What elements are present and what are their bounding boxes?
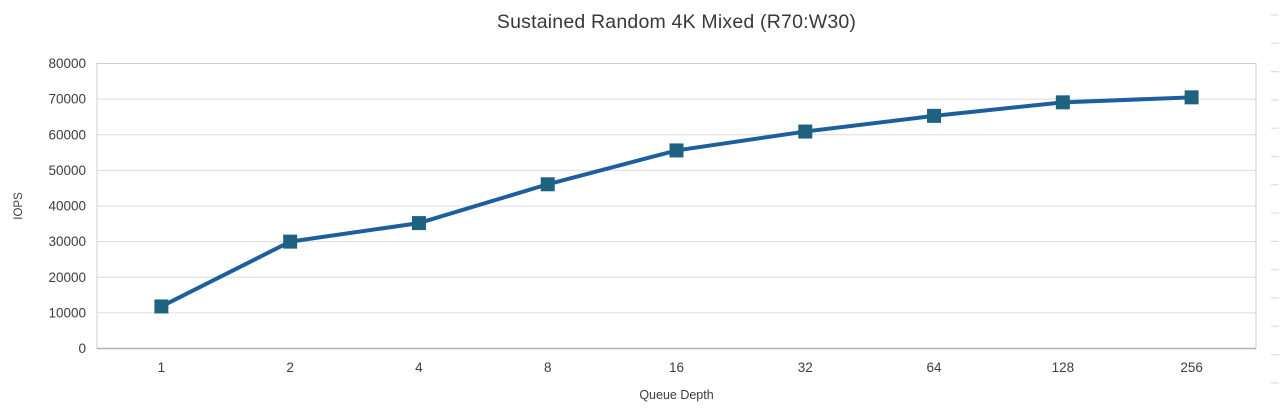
y-tick-label: 50000 (48, 163, 86, 178)
data-point-marker (283, 234, 298, 249)
x-tick-label: 2 (286, 360, 294, 375)
x-tick-label: 4 (415, 360, 423, 375)
y-tick-label: 20000 (48, 270, 86, 285)
data-point-marker (1055, 95, 1070, 110)
y-tick-label: 60000 (48, 127, 86, 142)
x-tick-label: 1 (158, 360, 166, 375)
x-tick-label: 256 (1180, 360, 1203, 375)
chart-title: Sustained Random 4K Mixed (R70:W30) (496, 11, 857, 33)
data-point-marker (540, 177, 555, 192)
x-tick-label: 64 (927, 360, 943, 375)
data-point-marker (798, 124, 813, 139)
y-tick-label: 10000 (48, 305, 86, 320)
y-tick-label: 0 (78, 341, 86, 356)
x-axis-title: Queue Depth (639, 388, 714, 402)
data-point-marker (411, 216, 426, 231)
x-tick-label: 8 (544, 360, 552, 375)
data-point-marker (669, 143, 684, 158)
data-point-marker (927, 108, 942, 123)
series-line (159, 95, 1194, 309)
y-tick-label: 80000 (48, 56, 86, 71)
x-tick-label: 32 (798, 360, 813, 375)
data-point-marker (1184, 90, 1199, 105)
data-point-marker (154, 299, 169, 314)
x-tick-label: 128 (1052, 360, 1075, 375)
y-tick-label: 70000 (48, 92, 86, 107)
y-tick-label: 40000 (48, 199, 86, 214)
y-tick-label: 30000 (48, 234, 86, 249)
x-tick-label: 16 (669, 360, 684, 375)
